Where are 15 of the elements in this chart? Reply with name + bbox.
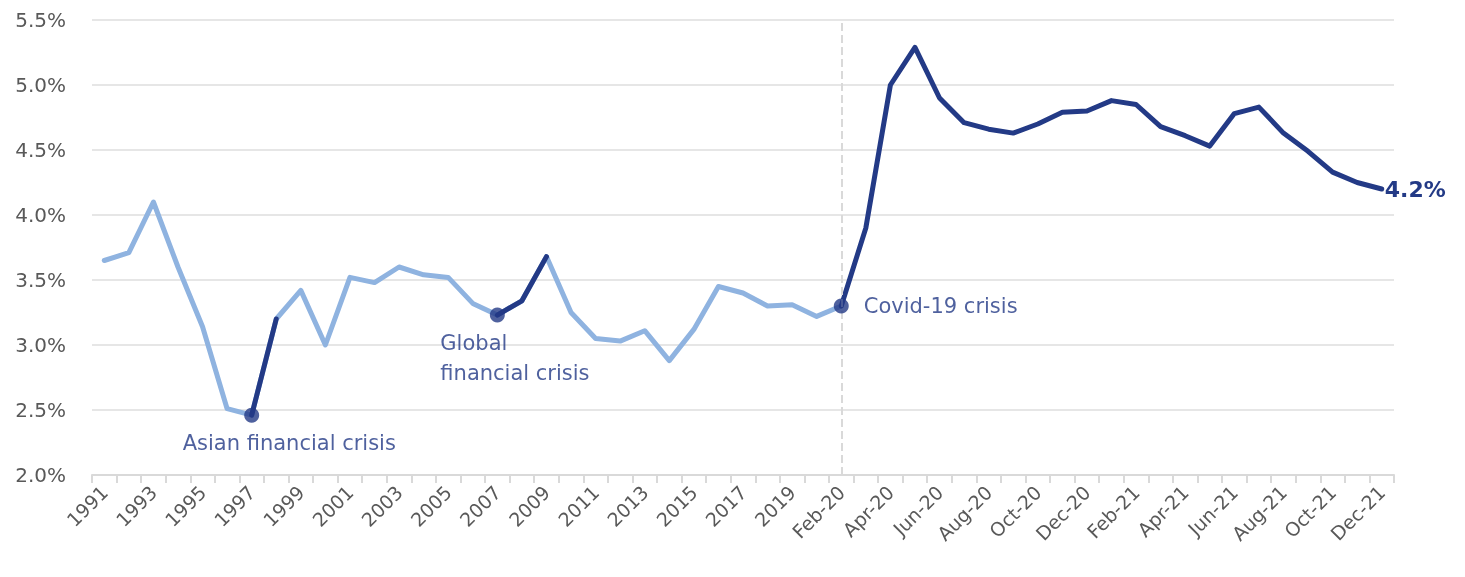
point	[489, 307, 505, 323]
point	[244, 407, 260, 423]
y-tick-label: 5.5%	[15, 8, 66, 32]
annotation: Asian financial crisis	[182, 430, 396, 455]
y-tick-label: 3.0%	[15, 333, 66, 357]
point	[833, 298, 849, 314]
annotation: Covid-19 crisis	[863, 294, 1018, 318]
y-tick-label: 2.5%	[15, 398, 66, 422]
y-tick-label: 4.5%	[15, 138, 66, 162]
y-tick-label: 3.5%	[15, 268, 66, 292]
y-tick-label: 2.0%	[15, 463, 66, 487]
annotation: Global financial crisis	[440, 330, 590, 385]
data-label: 4.2%	[1384, 176, 1446, 202]
y-tick-label: 5.0%	[15, 73, 66, 97]
y-tick-label: 4.0%	[15, 203, 66, 227]
